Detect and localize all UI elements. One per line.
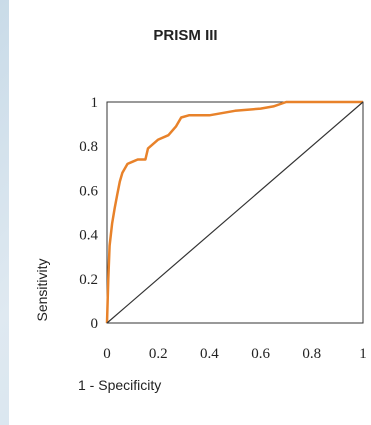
x-axis-label: 1 - Specificity bbox=[78, 377, 161, 393]
y-tick-label: 0.8 bbox=[79, 139, 98, 155]
roc-curve-line bbox=[105, 100, 363, 324]
y-tick-label: 0.4 bbox=[79, 228, 98, 244]
x-tick-label: 0.8 bbox=[302, 346, 321, 362]
y-tick-label: 1 bbox=[91, 95, 99, 111]
reference-diagonal-line bbox=[106, 101, 364, 324]
y-tick-label: 0.2 bbox=[79, 272, 98, 288]
chart-panel bbox=[9, 0, 371, 425]
plot-frame bbox=[106, 101, 364, 324]
y-axis-label: Sensitivity bbox=[34, 258, 50, 321]
x-tick-label: 0 bbox=[103, 346, 111, 362]
y-tick-label: 0.6 bbox=[79, 183, 98, 199]
x-tick-label: 0.4 bbox=[200, 346, 219, 362]
x-tick-label: 0.6 bbox=[251, 346, 270, 362]
x-tick-label: 1 bbox=[359, 346, 367, 362]
x-tick-label: 0.2 bbox=[149, 346, 168, 362]
chart-title: PRISM III bbox=[153, 27, 218, 44]
y-tick-label: 0 bbox=[91, 316, 99, 332]
